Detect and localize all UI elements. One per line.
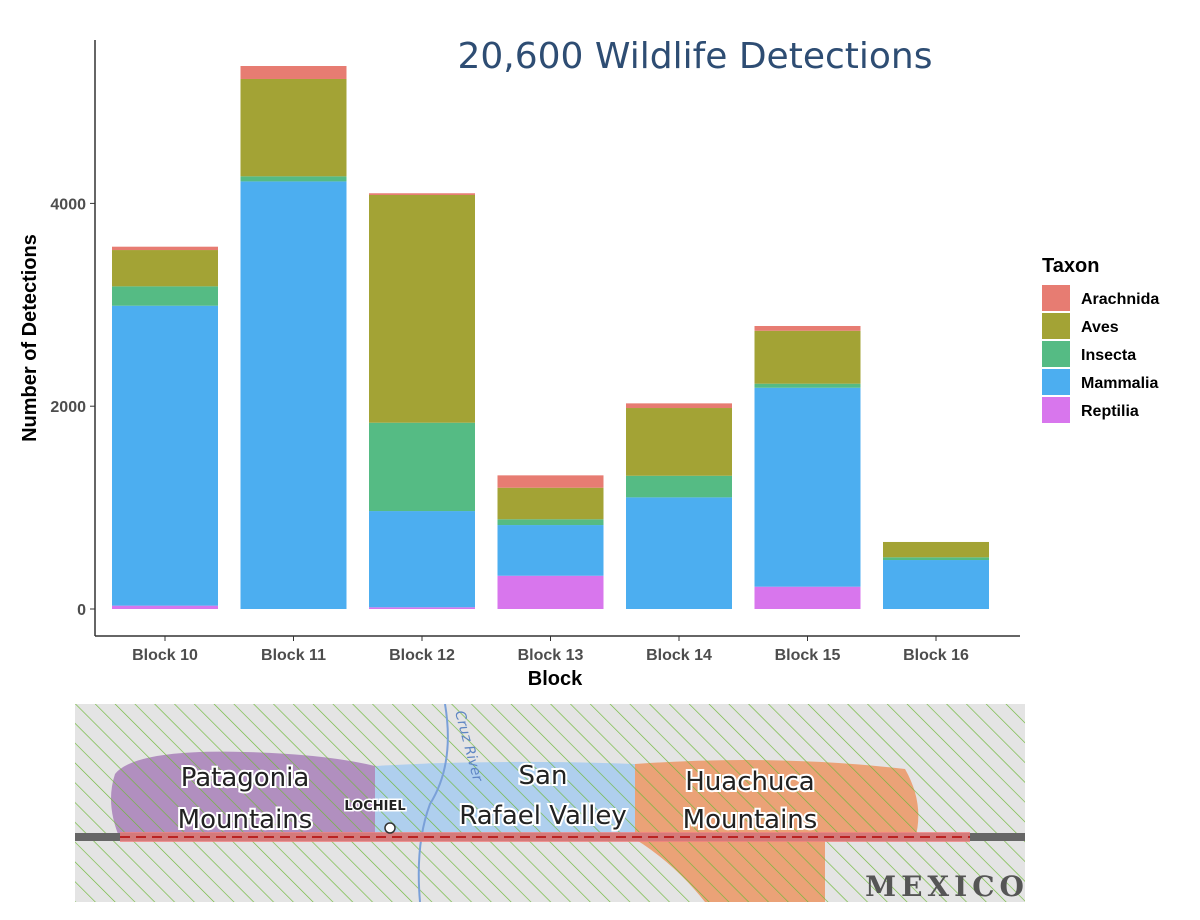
legend-label-reptilia: Reptilia: [1081, 403, 1139, 420]
legend-swatch-reptilia: [1042, 397, 1070, 423]
map-label-patagonia-1: Patagonia: [181, 763, 310, 793]
map-label-lochiel: LOCHIEL: [344, 799, 405, 814]
map-label-san-rafael-1: San: [519, 761, 568, 791]
map-label-mexico: MEXICO: [865, 870, 1025, 902]
bar-segment-insecta: [240, 176, 347, 182]
river-line: [417, 704, 449, 902]
map-label-san-rafael-2: Rafael Valley: [459, 801, 627, 831]
bar-segment-mammalia: [754, 387, 861, 587]
x-tick-label: Block 16: [903, 647, 969, 664]
legend-swatch-aves: [1042, 313, 1070, 339]
bar-segment-arachnida: [369, 193, 475, 195]
x-tick-label: Block 11: [261, 647, 326, 664]
bar-segment-aves: [112, 250, 218, 287]
legend-label-insecta: Insecta: [1081, 347, 1136, 364]
legend-swatch-insecta: [1042, 341, 1070, 367]
border-map: Patagonia Mountains LOCHIEL Cruz River S…: [75, 704, 1025, 902]
bar-segment-arachnida: [240, 66, 347, 79]
x-tick-label: Block 13: [518, 647, 584, 664]
bar-segment-reptilia: [369, 607, 475, 609]
x-tick-label: Block 12: [389, 647, 455, 664]
bar-segment-insecta: [497, 519, 604, 526]
bar-segment-mammalia: [369, 511, 475, 608]
legend-label-mammalia: Mammalia: [1081, 375, 1158, 392]
bar-segment-arachnida: [626, 403, 732, 409]
map-label-huachuca-2: Mountains: [683, 805, 818, 835]
legend-label-aves: Aves: [1081, 319, 1119, 336]
bar-segment-reptilia: [497, 575, 604, 609]
y-tick-label: 2000: [50, 399, 86, 416]
bar-segment-arachnida: [497, 475, 604, 488]
bar-segment-insecta: [369, 422, 475, 512]
bar-segment-aves: [754, 330, 861, 384]
legend-swatch-mammalia: [1042, 369, 1070, 395]
bar-segment-insecta: [626, 475, 732, 498]
stacked-bar-chart: 20,600 Wildlife Detections 0 2000 4000 Blo…: [19, 36, 1159, 690]
bar-segment-insecta: [883, 557, 989, 561]
chart-title: 20,600 Wildlife Detections: [458, 36, 933, 77]
bar-segment-mammalia: [626, 497, 732, 609]
y-tick-label: 4000: [50, 196, 86, 213]
bar-segment-aves: [369, 194, 475, 423]
x-tick-label: Block 10: [132, 647, 198, 664]
bar-segment-reptilia: [754, 586, 861, 609]
x-tick-label: Block 15: [775, 647, 841, 664]
x-axis-label: Block: [528, 668, 583, 690]
y-tick-label: 0: [77, 602, 86, 619]
legend-title: Taxon: [1042, 255, 1099, 277]
bar-segment-insecta: [754, 383, 861, 388]
lochiel-marker: [384, 822, 396, 834]
bar-segment-aves: [240, 78, 347, 177]
bar-segment-reptilia: [112, 605, 218, 609]
bar-segment-aves: [626, 408, 732, 476]
y-axis-label: Number of Detections: [19, 234, 41, 442]
map-label-huachuca-1: Huachuca: [685, 767, 814, 797]
bar-segment-arachnida: [112, 246, 218, 251]
bar-segment-aves: [883, 541, 989, 558]
map-label-patagonia-2: Mountains: [178, 805, 313, 835]
hatched-overlay: [75, 704, 1025, 902]
bar-segment-mammalia: [497, 525, 604, 576]
bar-segment-aves: [497, 487, 604, 520]
bar-segment-insecta: [112, 286, 218, 306]
bar-segment-mammalia: [883, 560, 989, 609]
x-tick-label: Block 14: [646, 647, 712, 664]
legend-swatch-arachnida: [1042, 285, 1070, 311]
bar-segment-mammalia: [240, 181, 347, 610]
bar-segment-arachnida: [754, 325, 861, 331]
legend-label-arachnida: Arachnida: [1081, 291, 1159, 308]
bar-segment-mammalia: [112, 305, 218, 606]
